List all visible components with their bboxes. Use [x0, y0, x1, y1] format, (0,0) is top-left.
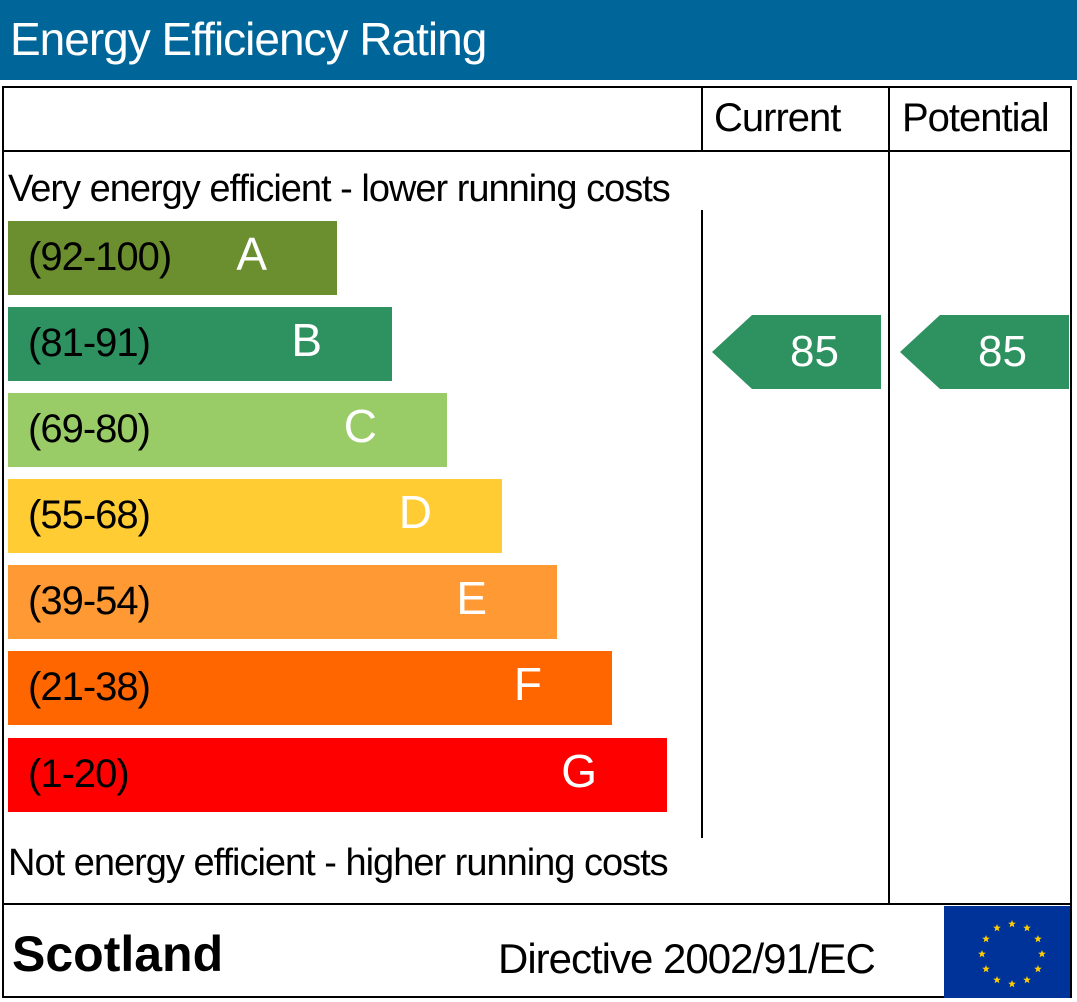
potential-column-divider — [888, 86, 890, 904]
footer-country: Scotland — [12, 926, 224, 982]
potential-rating-arrow-shape — [900, 315, 1069, 389]
band-e-letter: E — [456, 572, 487, 624]
band-d-range: (55-68) — [28, 493, 151, 537]
band-c-range: (69-80) — [28, 407, 151, 451]
eu-star-icon — [982, 935, 990, 943]
chart-title: Energy Efficiency Rating — [10, 13, 487, 65]
band-f: (21-38) F — [8, 651, 612, 725]
band-f-range: (21-38) — [28, 665, 151, 709]
band-b-letter: B — [291, 314, 322, 366]
band-b: (81-91) B — [8, 307, 392, 381]
footer-directive: Directive 2002/91/EC — [498, 935, 876, 982]
current-column-divider — [701, 210, 703, 838]
band-d-letter: D — [398, 486, 432, 538]
header-divider — [4, 150, 1070, 152]
title-bar: Energy Efficiency Rating — [0, 0, 1077, 80]
band-d: (55-68) D — [8, 479, 502, 553]
band-c: (69-80) C — [8, 393, 447, 467]
eu-star-icon — [1038, 950, 1046, 958]
band-g: (1-20) G — [8, 738, 667, 812]
eu-flag-icon — [944, 906, 1070, 998]
band-a-letter: A — [236, 228, 267, 280]
band-a: (92-100) A — [8, 221, 337, 295]
potential-rating-arrow: 85 — [900, 315, 1069, 389]
eu-star-icon — [982, 965, 990, 973]
potential-rating-value: 85 — [978, 327, 1027, 376]
eu-star-icon — [1023, 924, 1031, 932]
current-column-divider-top — [701, 86, 703, 152]
band-e: (39-54) E — [8, 565, 557, 639]
band-e-range: (39-54) — [28, 579, 151, 623]
eu-star-icon — [1034, 965, 1042, 973]
band-g-letter: G — [561, 745, 597, 797]
band-c-letter: C — [343, 400, 377, 452]
current-rating-arrow: 85 — [712, 315, 881, 389]
eu-star-icon — [993, 924, 1001, 932]
eu-star-icon — [1008, 980, 1016, 988]
eu-star-icon — [1008, 920, 1016, 928]
current-rating-value: 85 — [790, 327, 839, 376]
eu-star-icon — [978, 950, 986, 958]
current-column-header: Current — [714, 96, 841, 140]
rating-frame — [2, 86, 1072, 998]
band-f-letter: F — [513, 658, 542, 710]
potential-column-header: Potential — [902, 96, 1050, 140]
band-b-range: (81-91) — [28, 321, 151, 365]
bottom-note: Not energy efficient - higher running co… — [8, 842, 669, 884]
footer-divider — [4, 903, 1070, 905]
current-rating-arrow-shape — [712, 315, 881, 389]
band-g-range: (1-20) — [28, 752, 130, 796]
eu-star-icon — [993, 975, 1001, 984]
top-note: Very energy efficient - lower running co… — [8, 168, 671, 210]
eu-star-icon — [1023, 975, 1031, 984]
eu-star-icon — [1034, 935, 1042, 943]
band-a-range: (92-100) — [28, 235, 172, 279]
